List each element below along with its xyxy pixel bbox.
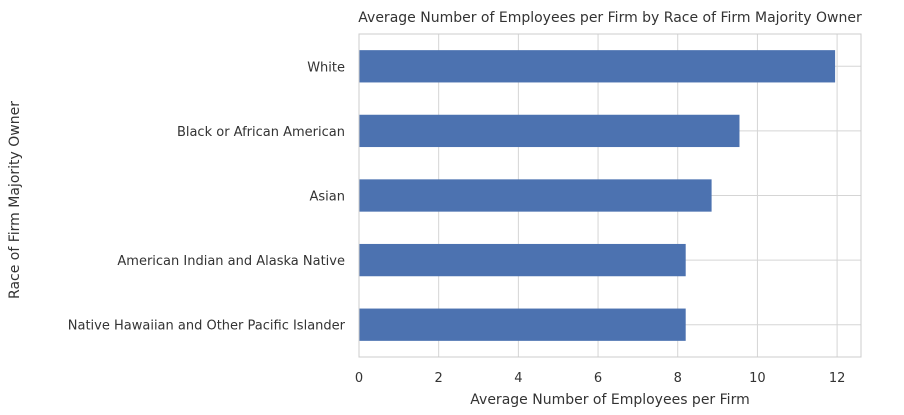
y-tick-label: Native Hawaiian and Other Pacific Island… bbox=[68, 319, 346, 334]
bars bbox=[359, 50, 836, 341]
x-axis-title: Average Number of Employees per Firm bbox=[470, 392, 749, 408]
y-axis-title: Race of Firm Majority Owner bbox=[7, 101, 23, 299]
x-tick-label: 2 bbox=[435, 371, 443, 386]
x-tick-labels: 0 2 4 6 8 10 12 bbox=[355, 371, 846, 386]
x-tick-label: 4 bbox=[514, 371, 522, 386]
chart-title: Average Number of Employees per Firm by … bbox=[358, 10, 862, 26]
y-tick-label: Asian bbox=[310, 190, 345, 205]
x-tick-label: 10 bbox=[749, 371, 766, 386]
y-tick-label: Black or African American bbox=[177, 125, 345, 140]
y-tick-label: White bbox=[307, 60, 345, 75]
bar bbox=[359, 114, 740, 148]
x-tick-label: 0 bbox=[355, 371, 363, 386]
bar bbox=[359, 308, 686, 341]
bar bbox=[359, 243, 686, 277]
y-tick-labels: White Black or African American Asian Ameri… bbox=[68, 60, 346, 333]
x-tick-label: 12 bbox=[829, 371, 846, 386]
plot-frame bbox=[358, 33, 862, 358]
y-tick-label: American Indian and Alaska Native bbox=[117, 254, 345, 269]
x-tick-label: 6 bbox=[594, 371, 602, 386]
x-tick-label: 8 bbox=[674, 371, 682, 386]
bar bbox=[359, 50, 836, 83]
bar bbox=[359, 179, 712, 212]
